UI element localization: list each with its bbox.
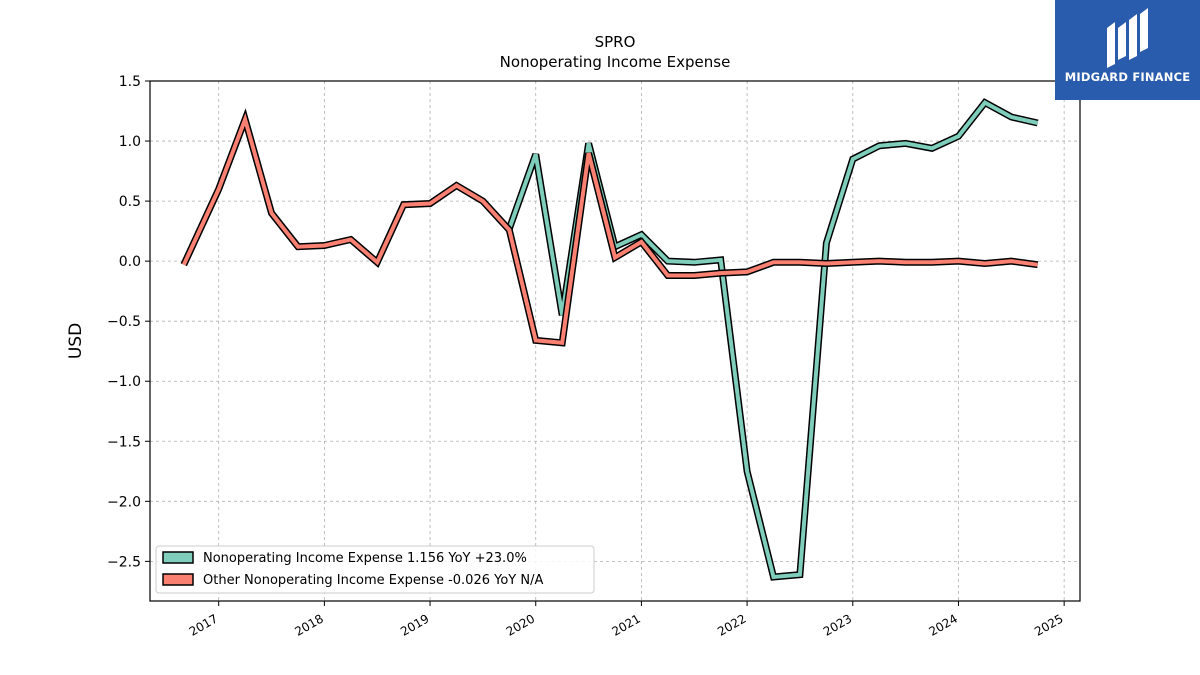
legend-box — [155, 545, 595, 594]
legend-swatch-nonoperating — [162, 551, 194, 564]
legend: Nonoperating Income Expense 1.156 YoY +2… — [155, 545, 595, 594]
legend-swatch-other — [162, 573, 194, 586]
y-tick-label: −1.5 — [107, 434, 141, 450]
y-tick-label: 0.5 — [119, 194, 141, 210]
x-tick-label: 2022 — [715, 611, 748, 638]
legend-label-other: Other Nonoperating Income Expense -0.026… — [203, 573, 543, 588]
grid — [150, 80, 1080, 601]
legend-label-nonoperating: Nonoperating Income Expense 1.156 YoY +2… — [203, 551, 527, 566]
y-tick-label: 1.5 — [119, 74, 141, 90]
plot-frame — [149, 80, 1081, 602]
brand-mark-icon — [1107, 8, 1148, 68]
y-tick-label: 1.0 — [119, 134, 141, 150]
x-tick-label: 2020 — [504, 611, 537, 638]
x-tick-label: 2019 — [398, 611, 431, 638]
chart-subtitle: Nonoperating Income Expense — [500, 53, 731, 71]
y-tick-label: −1.0 — [107, 374, 141, 390]
x-tick-label: 2023 — [821, 611, 854, 638]
series-line-other-nonoperating — [181, 113, 1038, 345]
brand-logo: MIDGARD FINANCE — [1055, 0, 1200, 100]
y-tick-label: 0.0 — [119, 254, 141, 270]
brand-name: MIDGARD FINANCE — [1064, 70, 1191, 84]
x-tick-label: 2021 — [609, 611, 642, 638]
y-axis-label: USD — [66, 323, 86, 359]
x-tick-label: 2017 — [187, 611, 220, 638]
x-tick-label: 2024 — [927, 611, 960, 638]
chart-title: SPRO — [595, 33, 636, 51]
y-tick-label: −2.5 — [107, 554, 141, 570]
series-outline-other-nonoperating — [180, 108, 1039, 347]
series-lines — [180, 98, 1039, 581]
x-tick-label: 2018 — [292, 611, 325, 638]
y-tick-label: −2.0 — [107, 494, 141, 510]
x-tick-label: 2025 — [1032, 611, 1065, 638]
y-tick-label: −0.5 — [107, 314, 141, 330]
